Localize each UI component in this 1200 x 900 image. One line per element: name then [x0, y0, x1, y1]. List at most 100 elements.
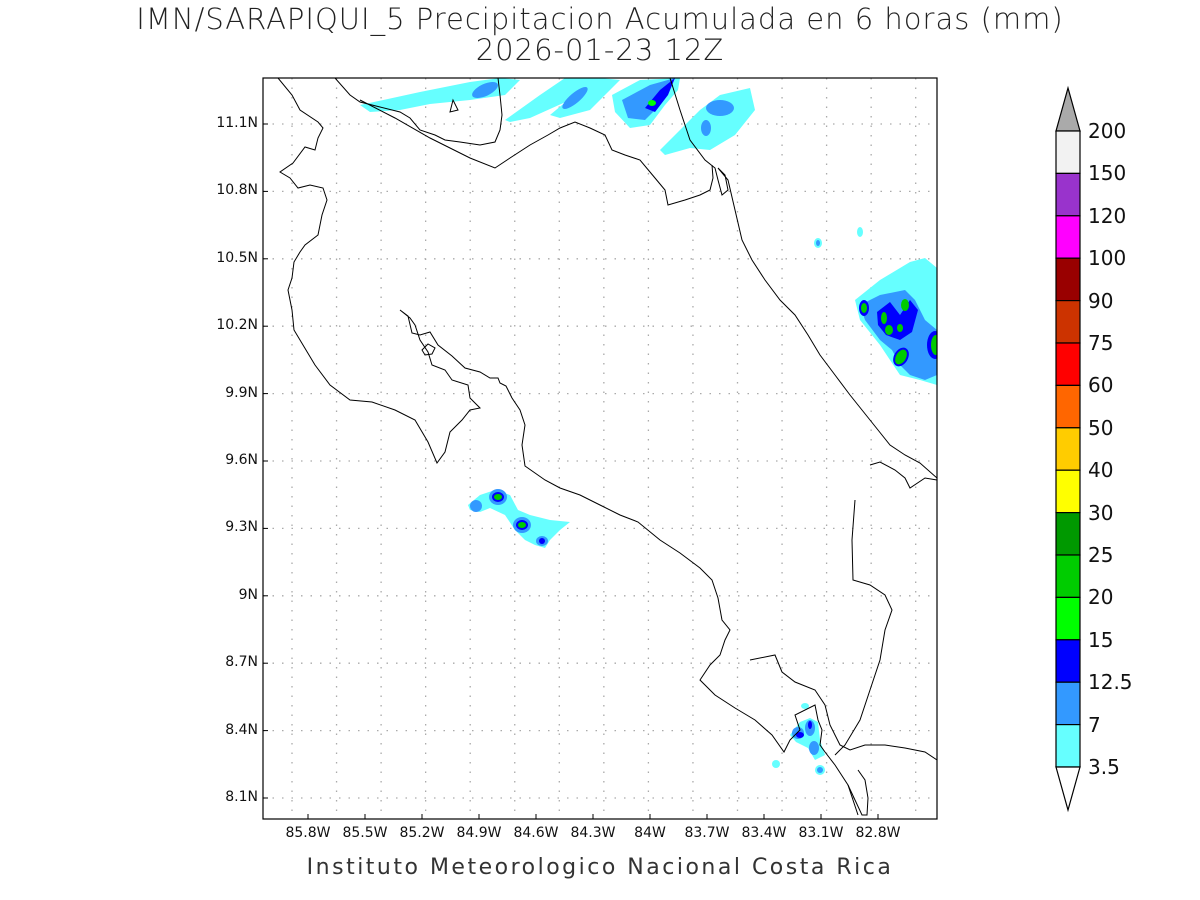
colorbar-label: 200	[1088, 119, 1127, 143]
lat-label: 8.1N	[225, 789, 258, 805]
panama-coast-pacific	[749, 654, 937, 761]
lon-label: 84.9W	[456, 825, 502, 841]
map-datetime: 2026-01-23 12Z	[475, 33, 725, 67]
colorbar-label: 3.5	[1088, 755, 1120, 779]
lon-label: 83.7W	[684, 825, 730, 841]
colorbar-swatch	[1055, 172, 1081, 217]
colorbar-label: 40	[1088, 458, 1114, 483]
colorbar-label: 120	[1088, 203, 1127, 228]
colorbar-swatch	[1055, 511, 1081, 556]
lat-label: 8.7N	[225, 654, 258, 671]
lon-label: 84.3W	[570, 825, 616, 841]
gridlines	[263, 78, 937, 819]
colorbar-label: 30	[1088, 500, 1114, 525]
lat-label: 10.2N	[216, 317, 258, 334]
colorbar-label: 12.5	[1088, 670, 1133, 695]
precip-area	[772, 760, 780, 768]
colorbar-swatch	[1055, 215, 1081, 259]
colorbar-swatch	[1055, 723, 1081, 768]
precip-area	[809, 741, 819, 755]
precip-area	[801, 703, 809, 709]
lat-label: 8.4N	[225, 721, 258, 738]
precip-area	[816, 240, 820, 246]
colorbar-label: 15	[1088, 627, 1114, 652]
precip-area	[470, 500, 482, 512]
colorbar-label: 75	[1088, 331, 1114, 355]
lon-label: 82.8W	[855, 825, 901, 841]
coastlines	[277, 78, 937, 816]
colorbar-swatch	[1055, 681, 1081, 726]
colorbar-swatch	[1055, 639, 1081, 683]
colorbar-label: 60	[1088, 373, 1114, 398]
colorbar-label: 100	[1088, 246, 1127, 271]
burica-peninsula	[847, 769, 869, 816]
precip-area	[706, 100, 734, 116]
colorbar-over-triangle	[1055, 85, 1081, 132]
panama-coast-caribbean	[869, 461, 937, 489]
lon-label: 84W	[634, 825, 666, 841]
lon-label: 85.8W	[285, 825, 331, 841]
precip-area	[931, 335, 937, 355]
precip-area	[817, 767, 823, 773]
map-frame	[262, 77, 938, 820]
precip-area	[494, 494, 502, 500]
lon-label: 85.5W	[342, 825, 388, 841]
coastline-caribbean	[669, 78, 937, 479]
panama-border	[834, 499, 893, 756]
colorbar-swatch	[1055, 469, 1081, 514]
precip-area	[518, 522, 526, 528]
colorbar-label: 25	[1088, 543, 1114, 567]
colorbar-swatch	[1055, 384, 1081, 429]
colorbar	[1055, 85, 1081, 813]
lat-label: 9N	[238, 586, 258, 603]
lat-label: 9.6N	[225, 452, 258, 468]
lon-label: 84.6W	[513, 825, 559, 841]
lake-island	[449, 98, 459, 113]
lon-label: 83.1W	[798, 825, 844, 841]
colorbar-label: 50	[1088, 415, 1114, 440]
precip-area	[808, 721, 812, 729]
colorbar-label: 90	[1088, 288, 1114, 313]
lon-label: 83.4W	[741, 825, 787, 841]
precip-area	[539, 538, 545, 544]
precip-area	[895, 349, 907, 365]
colorbar-swatch	[1055, 596, 1081, 641]
precip-area	[897, 324, 903, 332]
colorbar-swatch	[1055, 342, 1081, 387]
colorbar-swatch	[1055, 427, 1081, 471]
colorbar-swatch	[1055, 257, 1081, 302]
colorbar-label: 7	[1088, 712, 1101, 737]
precip-area	[901, 299, 909, 311]
precipitation-fields	[360, 78, 937, 775]
colorbar-swatch	[1055, 130, 1081, 175]
lat-label: 11.1N	[216, 115, 258, 131]
colorbar-under-triangle	[1055, 766, 1081, 813]
lat-label: 9.3N	[225, 519, 258, 536]
precip-area	[881, 312, 887, 324]
colorbar-label: 20	[1088, 585, 1114, 610]
colorbar-swatch	[1055, 300, 1081, 344]
nicaragua-border	[359, 99, 714, 206]
footer-credit: Instituto Meteorologico Nacional Costa R…	[306, 855, 894, 880]
coastline-pacific	[277, 78, 859, 816]
lat-label: 9.9N	[225, 384, 258, 401]
precip-area	[505, 78, 600, 122]
precip-area	[796, 732, 804, 738]
precip-area	[562, 87, 588, 109]
precip-area	[861, 303, 867, 313]
precip-area	[885, 325, 893, 335]
lat-label: 10.8N	[216, 182, 258, 199]
lat-label: 10.5N	[216, 249, 258, 266]
colorbar-swatch	[1055, 554, 1081, 599]
precip-area	[648, 100, 656, 106]
precip-area	[701, 120, 711, 136]
precip-area	[472, 81, 498, 99]
precip-area	[857, 227, 863, 237]
lon-label: 85.2W	[399, 825, 445, 841]
nicoya-island	[421, 343, 436, 356]
colorbar-label: 150	[1088, 161, 1127, 186]
precip-area	[622, 78, 675, 120]
lake-nicaragua-shore	[334, 78, 503, 146]
